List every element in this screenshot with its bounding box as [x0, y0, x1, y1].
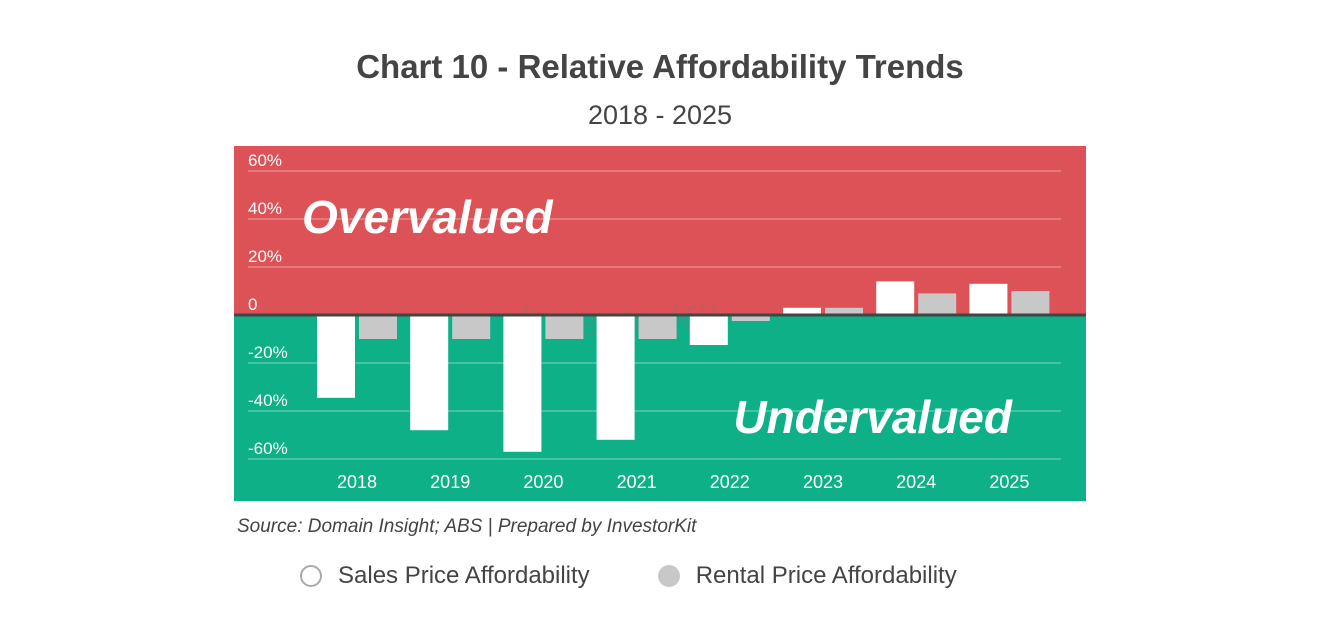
- legend-label-sales: Sales Price Affordability: [338, 562, 590, 589]
- bar-sales-2019: [410, 315, 449, 431]
- y-tick-label: -40%: [248, 391, 288, 410]
- legend-item-sales[interactable]: Sales Price Affordability: [300, 562, 590, 590]
- undervalued-zone: [234, 315, 1086, 501]
- x-tick-label: 2025: [989, 472, 1029, 492]
- chart-subtitle: 2018 - 2025: [587, 100, 733, 130]
- legend: Sales Price Affordability Rental Price A…: [300, 562, 1025, 590]
- legend-item-rental[interactable]: Rental Price Affordability: [657, 562, 957, 590]
- overvalued-label: Overvalued: [302, 191, 553, 243]
- bar-sales-2022: [689, 315, 728, 345]
- x-tick-label: 2024: [896, 472, 936, 492]
- bar-rental-2019: [452, 315, 491, 339]
- x-tick-label: 2020: [523, 472, 563, 492]
- bar-rental-2020: [545, 315, 584, 339]
- bar-rental-2023: [825, 307, 863, 315]
- y-tick-label: -20%: [248, 343, 288, 362]
- bar-rental-2025: [1011, 291, 1050, 315]
- bar-rental-2024: [918, 293, 957, 315]
- bar-sales-2025: [969, 283, 1008, 315]
- undervalued-label: Undervalued: [733, 391, 1013, 443]
- overvalued-zone: [234, 146, 1086, 315]
- legend-swatch-sales: [300, 565, 322, 587]
- y-tick-label: 60%: [248, 151, 282, 170]
- legend-swatch-rental: [657, 565, 680, 587]
- y-tick-label: -60%: [248, 439, 288, 458]
- y-tick-label: 40%: [248, 199, 282, 218]
- legend-label-rental: Rental Price Affordability: [695, 562, 957, 589]
- x-tick-label: 2023: [803, 472, 843, 492]
- source-note: Source: Domain Insight; ABS | Prepared b…: [237, 516, 697, 537]
- bar-rental-2018: [359, 315, 397, 339]
- y-tick-label: 20%: [248, 247, 282, 266]
- chart-title: Chart 10 - Relative Affordability Trends: [356, 48, 964, 85]
- bar-rental-2021: [638, 315, 677, 339]
- x-tick-label: 2021: [617, 472, 657, 492]
- bar-sales-2021: [596, 315, 635, 440]
- bar-sales-2018: [317, 315, 355, 398]
- x-tick-label: 2019: [430, 472, 470, 492]
- y-tick-label: 0: [248, 295, 257, 314]
- x-tick-label: 2018: [337, 472, 377, 492]
- bar-sales-2024: [876, 281, 915, 315]
- bar-rental-2022: [731, 315, 770, 321]
- bar-sales-2020: [503, 315, 542, 452]
- bar-sales-2023: [783, 307, 821, 315]
- x-tick-label: 2022: [710, 472, 750, 492]
